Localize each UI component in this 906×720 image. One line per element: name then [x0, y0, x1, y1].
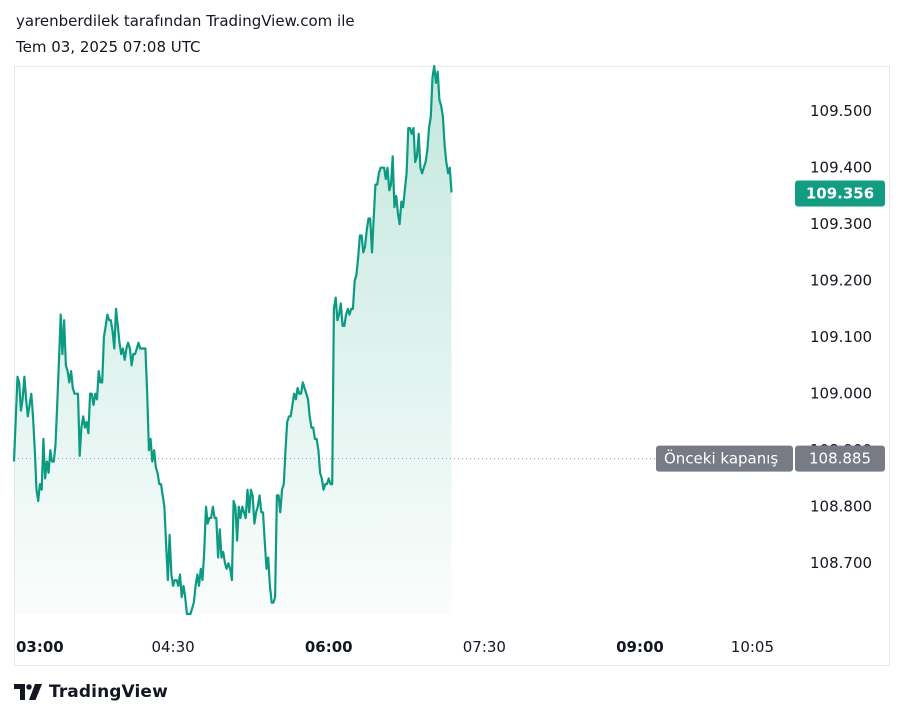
x-tick-label: 07:30: [463, 638, 506, 656]
previous-close-value-bg: [795, 445, 885, 472]
y-tick-label: 108.700: [810, 554, 872, 572]
y-tick-label: 109.400: [810, 159, 872, 177]
y-tick-label: 108.800: [810, 498, 872, 516]
chart-frame: [14, 66, 890, 666]
last-price-badge-bg: [795, 180, 885, 207]
chart-date-line: Tem 03, 2025 07:08 UTC: [16, 38, 201, 56]
last-price-label: 109.356: [806, 185, 874, 203]
y-tick-label: 109.000: [810, 385, 872, 403]
price-area-fill: [14, 66, 452, 614]
chart-author-line: yarenberdilek tarafından TradingView.com…: [16, 12, 355, 30]
y-tick-label: 109.500: [810, 102, 872, 120]
tradingview-logo[interactable]: TradingView: [14, 682, 168, 702]
x-tick-label: 04:30: [151, 638, 194, 656]
tradingview-brand: TradingView: [49, 682, 168, 702]
previous-close-badge: Önceki kapanış 108.885: [656, 445, 885, 472]
y-tick-label: 109.200: [810, 272, 872, 290]
y-tick-label: 109.300: [810, 215, 872, 233]
tradingview-logo-icon: [14, 684, 42, 700]
x-tick-label: 06:00: [305, 638, 353, 656]
x-tick-label: 09:00: [616, 638, 664, 656]
x-tick-label: 10:05: [731, 638, 774, 656]
x-tick-label: 03:00: [16, 638, 64, 656]
y-tick-label: 109.100: [810, 328, 872, 346]
previous-close-value: 108.885: [809, 450, 871, 468]
last-price-badge: 109.356: [795, 180, 885, 207]
price-series-line: [12, 64, 453, 616]
previous-close-name: Önceki kapanış: [664, 449, 778, 468]
previous-close-name-bg: [656, 445, 793, 472]
